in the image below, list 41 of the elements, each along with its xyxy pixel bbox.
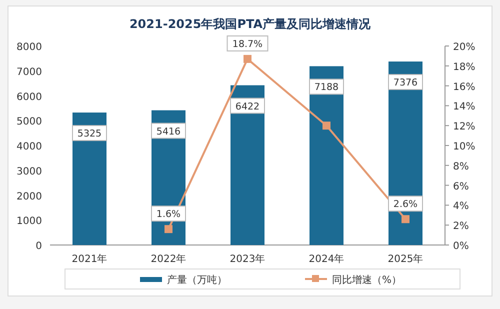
y2-tick-label: 8% [453,161,469,172]
y-tick-label: 7000 [16,66,42,78]
y2-tick-label: 0% [453,241,469,252]
y2-tick-label: 10% [453,142,476,152]
y2-tick-label: 20% [453,42,476,53]
data-label: 7376 [393,78,418,89]
y-tick-label: 6000 [16,92,42,103]
data-label: 6422 [235,101,260,112]
y-tick-label: 0 [36,241,42,252]
x-tick-label: 2023年 [230,253,266,265]
x-tick-label: 2021年 [72,253,108,265]
y2-tick-label: 14% [453,102,476,113]
x-tick-label: 2024年 [308,253,344,265]
data-label: 5325 [77,128,102,140]
y2-tick-label: 2% [453,221,469,232]
y-tick-label: 8000 [16,42,42,53]
data-label: 2.6% [393,199,418,210]
y-tick-label: 4000 [16,142,42,152]
data-label: 5416 [156,126,181,138]
y2-tick-label: 18% [453,62,476,73]
y2-tick-label: 4% [453,201,469,212]
x-tick-label: 2025年 [388,253,424,265]
y2-tick-label: 12% [453,122,476,133]
bar [310,66,344,245]
chart-title: 2021-2025年我国PTA产量及同比增速情况 [129,17,372,31]
data-label: 18.7% [232,38,263,50]
y2-tick-label: 6% [453,181,469,192]
y-tick-label: 1000 [16,216,42,228]
x-tick-label: 2022年 [150,253,186,265]
y2-tick-label: 16% [453,82,476,93]
point [402,215,410,224]
data-label: 1.6% [156,209,181,220]
legend-label: 同比增速（%） [332,274,402,286]
legend-label: 产量（万吨） [167,274,227,286]
y-tick-label: 5000 [16,116,42,128]
point [244,54,252,63]
data-label: 7188 [314,82,339,94]
point [322,122,330,130]
y-tick-label: 3000 [16,166,42,178]
y-tick-label: 2000 [16,191,42,202]
point [164,225,172,234]
